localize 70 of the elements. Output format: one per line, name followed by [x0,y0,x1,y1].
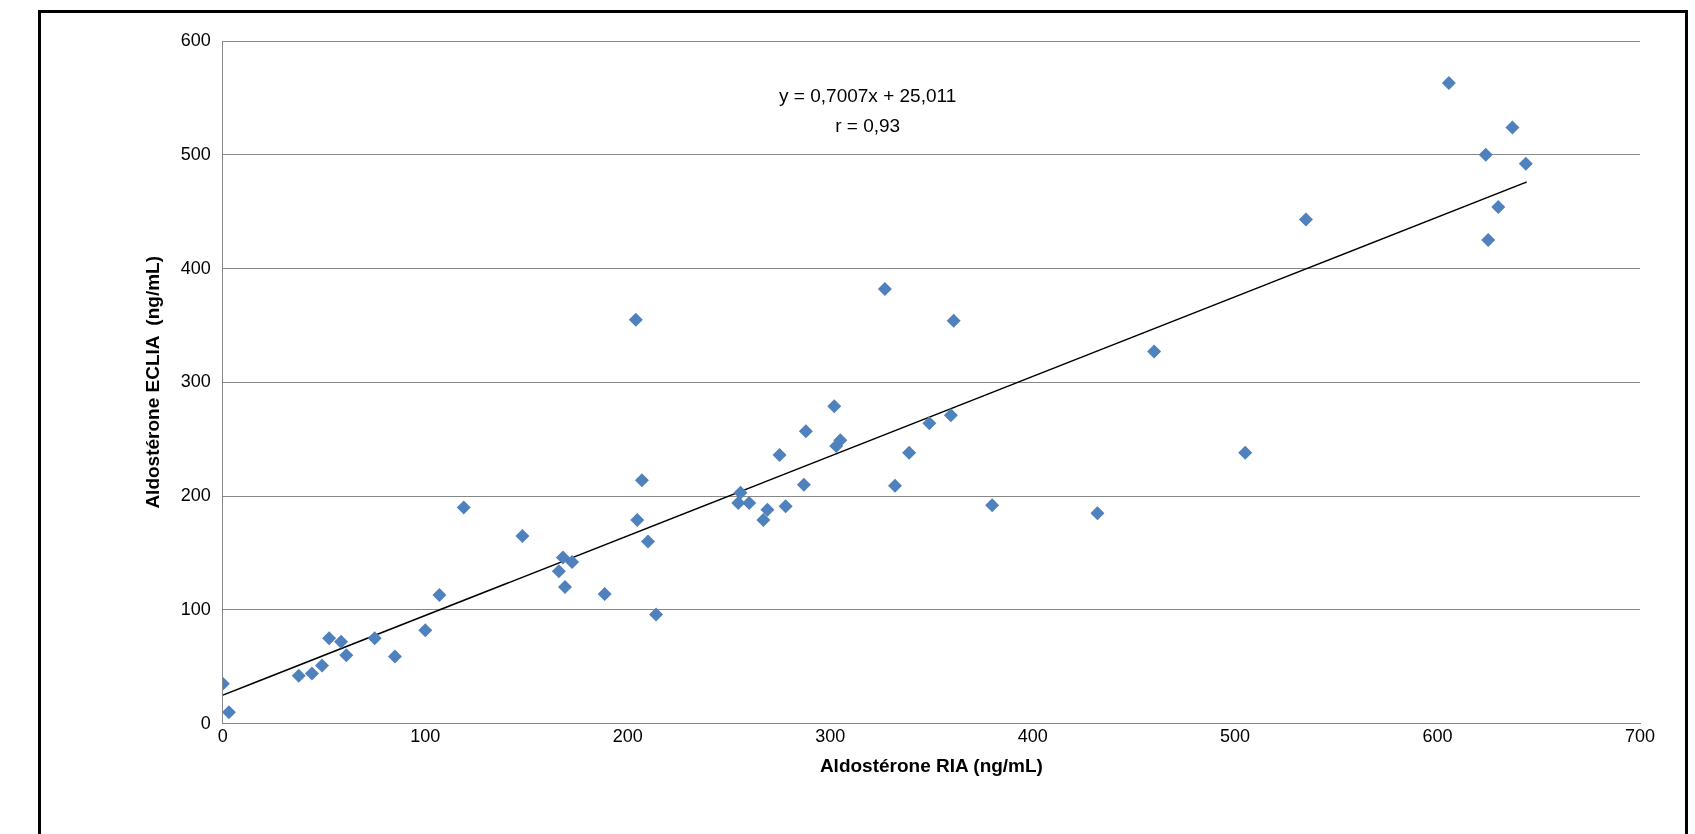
annotation: y = 0,7007x + 25,011 [779,85,957,107]
point [742,495,757,510]
point [1441,76,1456,91]
point [1505,120,1520,135]
point [634,473,649,488]
point [649,607,664,622]
y-axis-title: Aldostérone ECLIA (ng/mL) [141,255,163,509]
point [833,433,848,448]
point [339,648,354,663]
x-tick-label: 100 [410,726,441,747]
point [551,564,566,579]
point [304,666,319,681]
point [1147,344,1162,359]
point [877,282,892,297]
point [1238,445,1253,460]
point [322,631,337,646]
x-tick-label: 400 [1017,726,1048,747]
point [387,649,402,664]
point [222,705,236,720]
point [778,499,793,514]
x-tick-label: 300 [815,726,846,747]
point [432,588,447,603]
point [630,512,645,527]
point [1298,212,1313,227]
point [628,312,643,327]
y-tick-label: 600 [180,29,211,50]
annotation: r = 0,93 [835,115,901,137]
point [334,634,349,649]
point [756,512,771,527]
x-tick-label: 700 [1624,726,1656,747]
point [597,586,612,601]
point [798,424,813,439]
y-tick-label: 200 [180,485,211,506]
x-tick-label: 500 [1220,726,1251,747]
point [796,477,811,492]
point [1518,156,1533,171]
point [946,313,961,328]
y-tick-label: 100 [180,598,211,619]
y-tick-label: 400 [180,257,211,278]
point [315,658,330,673]
point [827,399,842,414]
x-tick-label: 200 [612,726,643,747]
x-tick-label: 0 [217,726,228,747]
point [760,502,775,517]
point [456,500,471,515]
point [418,623,433,638]
point [887,478,902,493]
point [943,408,958,423]
point [565,555,580,570]
point [1090,506,1105,521]
point [555,550,570,565]
point [515,528,530,543]
x-tick-label: 600 [1422,726,1453,747]
point [731,495,746,510]
point [922,416,937,431]
y-tick-label: 0 [200,712,211,733]
point [367,631,382,646]
point [772,448,787,463]
y-tick-label: 300 [180,371,211,392]
point [733,485,748,500]
point [985,498,1000,513]
point [557,580,572,595]
point [1491,200,1506,215]
point [1481,233,1496,248]
y-tick-label: 500 [180,143,211,164]
point [291,668,306,683]
point [640,534,655,549]
point [1478,147,1493,162]
point [902,445,917,460]
x-axis-title: Aldostérone RIA (ng/mL) [819,754,1043,776]
